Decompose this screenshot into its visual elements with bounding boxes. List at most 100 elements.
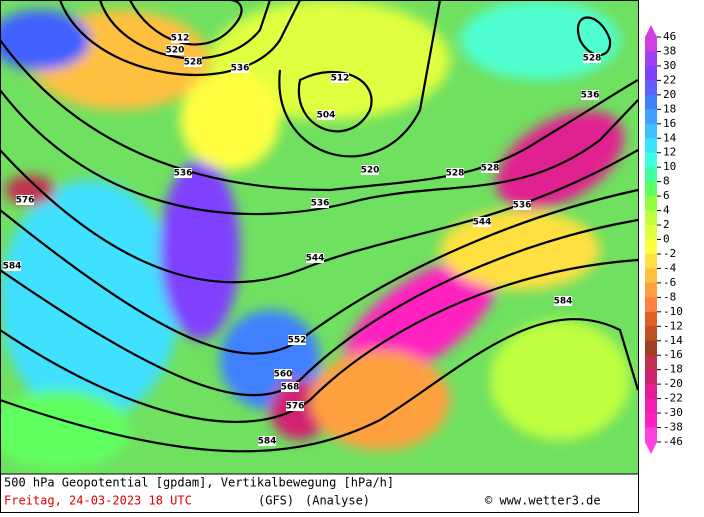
contour-label-bg	[288, 335, 306, 345]
contour-label-bg	[258, 436, 276, 446]
contour-label-bg	[286, 401, 304, 411]
colorbar-label: 18	[663, 102, 676, 115]
contour-label: 520	[166, 46, 185, 56]
contour-label-bg	[3, 261, 21, 271]
contour-label-bg	[311, 198, 329, 208]
contour-label: 528	[583, 54, 602, 64]
contour-label-bg	[473, 217, 491, 227]
contour-label: 568	[281, 383, 300, 393]
contour-label-bg	[583, 53, 601, 63]
colorbar-segment	[645, 225, 657, 240]
colorbar-segment	[645, 181, 657, 197]
contour-label-bg	[554, 296, 572, 306]
contour-label-bg	[446, 168, 464, 178]
colorbar-segment	[645, 123, 657, 139]
contour-label: 536	[174, 169, 193, 179]
footer-title: 500 hPa Geopotential [gpdam], Vertikalbe…	[4, 476, 394, 490]
colorbar-label: -2	[663, 247, 676, 260]
colorbar-segment	[645, 167, 657, 183]
footer-date: Freitag, 24-03-2023 18 UTC	[4, 494, 192, 508]
colorbar-label: -6	[663, 276, 676, 289]
colorbar-label: 46	[663, 30, 676, 43]
colorbar-segment	[645, 109, 657, 125]
colorbar-label: 6	[663, 189, 670, 202]
colorbar-segment	[645, 384, 657, 400]
contour-label: 544	[306, 254, 325, 264]
colorbar-label: 14	[663, 131, 677, 144]
contour-label-bg	[274, 369, 292, 379]
colorbar-segment	[645, 355, 657, 371]
colorbar-label: 20	[663, 88, 676, 101]
colorbar-label: -14	[663, 334, 683, 347]
contour-label-bg	[331, 73, 349, 83]
colorbar-segment	[645, 340, 657, 356]
geopotential-contours	[0, 0, 638, 453]
contour-label-bg	[171, 33, 189, 43]
colorbar-label: 16	[663, 117, 676, 130]
colorbar-label: 8	[663, 175, 670, 188]
contour-label: 584	[554, 297, 573, 307]
contour-label: 584	[3, 262, 22, 272]
contour-label: 576	[286, 402, 305, 412]
colorbar-label: 2	[663, 218, 670, 231]
colorbar-segment	[645, 94, 657, 110]
contour-label: 520	[361, 166, 380, 176]
contour-label-bg	[317, 110, 335, 120]
colorbar-label: 4	[663, 204, 670, 217]
contour-label: 528	[481, 164, 500, 174]
contour-label-bg	[481, 163, 499, 173]
colorbar-segment	[645, 138, 657, 154]
colorbar-segment	[645, 51, 657, 67]
contour-label-bg	[166, 45, 184, 55]
contour-label: 528	[184, 58, 203, 68]
colorbar-label: 12	[663, 146, 676, 159]
colorbar-segment	[645, 297, 657, 313]
colorbar-segment	[645, 210, 657, 226]
contour-label-bg	[281, 382, 299, 392]
colorbar-segment	[645, 413, 657, 429]
contour-label: 536	[581, 91, 600, 101]
contour-label-bg	[184, 57, 202, 67]
contour-label: 504	[317, 111, 336, 121]
colorbar-label: -18	[663, 363, 683, 376]
contour-label: 528	[446, 169, 465, 179]
colorbar-segment	[645, 282, 657, 298]
contour-label: 512	[171, 34, 190, 44]
contour-label: 576	[16, 196, 35, 206]
contour-label: 512	[331, 74, 350, 84]
colorbar-segment	[645, 311, 657, 327]
map-area	[0, 0, 638, 474]
contour-label-bg	[16, 195, 34, 205]
colorbar-segment	[645, 253, 657, 269]
colorbar-segment	[645, 239, 657, 255]
footer-credit: © www.wetter3.de	[485, 494, 601, 508]
colorbar-label: -12	[663, 319, 683, 332]
colorbar-label: -8	[663, 290, 676, 303]
contour-labels: 512 520 528 536 512 504 520 528 528 536 544 536 536 5…	[3, 33, 602, 447]
colorbar-segment	[645, 326, 657, 342]
contour-label: 544	[473, 218, 492, 228]
colorbar-segment	[645, 196, 657, 212]
colorbar-segment	[645, 427, 657, 443]
colorbar-arrow-bottom	[645, 442, 657, 454]
colorbar-label: -46	[663, 435, 683, 448]
colorbar-segment	[645, 152, 657, 168]
colorbar-segment	[645, 65, 657, 81]
contour-label: 552	[288, 336, 307, 346]
colorbar-label: 10	[663, 160, 676, 173]
contour-label-bg	[361, 165, 379, 175]
colorbar-segment	[645, 398, 657, 414]
colorbar-label: -10	[663, 305, 683, 318]
contour-label: 536	[231, 64, 250, 74]
colorbar-label: 38	[663, 44, 676, 57]
colorbar-label: -4	[663, 261, 677, 274]
colorbar-label: -38	[663, 421, 683, 434]
colorbar-label: -22	[663, 392, 683, 405]
contour-label: 536	[311, 199, 330, 209]
contour-label: 560	[274, 370, 293, 380]
colorbar-segment	[645, 37, 657, 52]
colorbar-label: -16	[663, 348, 683, 361]
colorbar-arrow-top	[645, 25, 657, 37]
colorbar: 4638302220181614121086420-2-4-6-8-10-12-…	[645, 25, 683, 454]
